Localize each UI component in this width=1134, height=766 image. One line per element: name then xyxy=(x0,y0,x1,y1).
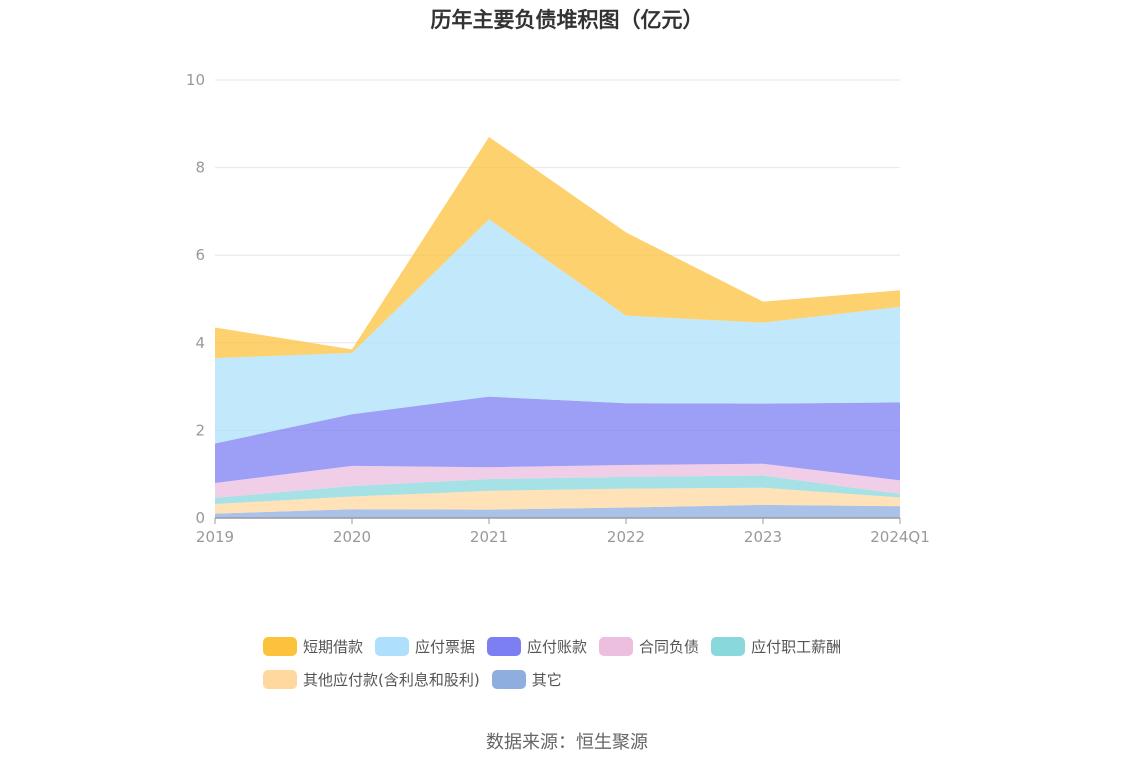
legend-item[interactable]: 短期借款 xyxy=(263,636,363,657)
y-axis-ticks: 0 2 4 6 8 10 xyxy=(186,71,205,527)
stacked-area-chart: 0 2 4 6 8 10 2019 2020 2021 2022 2023 2024Q1 xyxy=(186,71,930,546)
y-tick-label: 6 xyxy=(195,246,205,264)
legend-row: 其他应付款(含利息和股利) 其它 xyxy=(263,663,903,696)
legend-item[interactable]: 合同负债 xyxy=(599,636,699,657)
legend-label: 短期借款 xyxy=(303,638,364,656)
y-tick-label: 0 xyxy=(195,509,205,527)
x-tick-label: 2020 xyxy=(333,528,371,546)
series-area-1 xyxy=(215,487,900,514)
legend-label: 应付账款 xyxy=(527,638,588,656)
legend-swatch xyxy=(375,637,410,656)
x-tick-label: 2024Q1 xyxy=(870,528,930,546)
legend-item[interactable]: 其他应付款(含利息和股利) xyxy=(263,669,480,690)
series-area-4 xyxy=(215,396,900,483)
legend: 短期借款 应付票据 应付账款 合同负债 应付职工薪酬 其他应付款(含利息和股利) 其它 xyxy=(263,630,903,696)
series-area-0 xyxy=(215,504,900,518)
series-areas xyxy=(215,136,900,518)
legend-label: 其他应付款(含利息和股利) xyxy=(303,671,480,689)
legend-label: 合同负债 xyxy=(639,638,700,656)
legend-swatch xyxy=(263,670,297,689)
legend-label: 应付职工薪酬 xyxy=(751,638,842,656)
legend-swatch xyxy=(263,637,297,656)
legend-label: 其它 xyxy=(531,671,562,689)
series-area-6 xyxy=(215,136,900,359)
legend-swatch xyxy=(599,637,634,656)
legend-label: 应付票据 xyxy=(415,638,476,656)
y-tick-label: 4 xyxy=(195,334,205,352)
legend-item[interactable]: 应付票据 xyxy=(375,636,475,657)
y-tick-label: 8 xyxy=(195,159,205,177)
legend-item[interactable]: 其它 xyxy=(491,669,562,690)
legend-item[interactable]: 应付账款 xyxy=(487,636,587,657)
y-tick-label: 10 xyxy=(186,71,205,89)
legend-swatch xyxy=(491,670,526,689)
legend-item[interactable]: 应付职工薪酬 xyxy=(711,636,841,657)
series-area-3 xyxy=(215,463,900,498)
x-axis xyxy=(214,517,901,524)
source-note: 数据来源：恒生聚源 xyxy=(486,732,648,753)
x-axis-ticks: 2019 2020 2021 2022 2023 2024Q1 xyxy=(196,528,930,546)
x-tick-label: 2021 xyxy=(470,528,508,546)
series-area-2 xyxy=(215,475,900,504)
legend-row: 短期借款 应付票据 应付账款 合同负债 应付职工薪酬 xyxy=(263,630,903,663)
x-tick-label: 2023 xyxy=(744,528,782,546)
y-tick-label: 2 xyxy=(195,421,205,439)
legend-swatch xyxy=(487,637,522,656)
x-tick-label: 2019 xyxy=(196,528,234,546)
chart-title: 历年主要负债堆积图（亿元） xyxy=(430,8,704,32)
series-area-5 xyxy=(215,219,900,444)
legend-swatch xyxy=(711,637,746,656)
x-tick-label: 2022 xyxy=(607,528,645,546)
